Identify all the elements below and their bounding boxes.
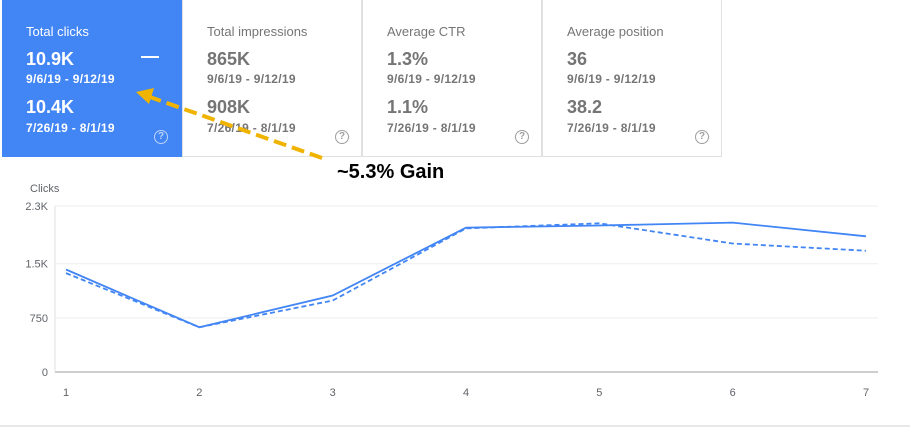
help-icon[interactable]: ? bbox=[515, 130, 529, 144]
card-title: Total clicks bbox=[26, 24, 89, 39]
x-tick-labels: 1 2 3 4 5 6 7 bbox=[63, 387, 869, 399]
card-range-previous: 7/26/19 - 8/1/19 bbox=[26, 121, 115, 135]
card-range-current: 9/6/19 - 9/12/19 bbox=[26, 72, 115, 86]
help-icon[interactable]: ? bbox=[154, 130, 168, 144]
x-tick-label: 6 bbox=[730, 387, 736, 399]
gain-arrow bbox=[136, 88, 323, 160]
grid-lines bbox=[54, 205, 878, 373]
y-axis-title: Clicks bbox=[30, 183, 60, 195]
y-tick-labels: 0 750 1.5K 2.3K bbox=[25, 201, 48, 379]
card-value-previous: 1.1% bbox=[387, 97, 429, 117]
card-value-current: 1.3% bbox=[387, 49, 429, 69]
x-tick-label: 4 bbox=[463, 387, 469, 399]
x-tick-label: 2 bbox=[196, 387, 202, 399]
metric-card-clicks[interactable]: Total clicks 10.9K 9/6/19 - 9/12/19 10.4… bbox=[2, 0, 182, 157]
card-value-current: 36 bbox=[567, 49, 588, 69]
x-tick-label: 1 bbox=[63, 387, 69, 399]
help-icon[interactable]: ? bbox=[695, 130, 709, 144]
y-tick-label: 0 bbox=[42, 367, 48, 379]
card-value-previous: 908K bbox=[207, 97, 251, 117]
series-previous-line bbox=[65, 222, 867, 329]
card-range-previous: 7/26/19 - 8/1/19 bbox=[567, 121, 656, 135]
series-lines bbox=[65, 221, 867, 329]
metric-card-ctr[interactable]: Average CTR 1.3% 9/6/19 - 9/12/19 1.1% 7… bbox=[362, 0, 542, 157]
help-icon[interactable]: ? bbox=[335, 130, 349, 144]
gain-annotation: ~5.3% Gain bbox=[337, 161, 445, 183]
chart-bottom-border bbox=[0, 425, 910, 427]
card-value-current: 865K bbox=[207, 49, 251, 69]
series-current-line bbox=[65, 221, 867, 329]
card-value-current: 10.9K bbox=[26, 49, 75, 69]
card-title: Average CTR bbox=[387, 24, 466, 39]
card-range-current: 9/6/19 - 9/12/19 bbox=[387, 72, 476, 86]
card-range-previous: 7/26/19 - 8/1/19 bbox=[387, 121, 476, 135]
x-tick-label: 3 bbox=[330, 387, 336, 399]
card-range-current: 9/6/19 - 9/12/19 bbox=[207, 72, 296, 86]
x-tick-label: 5 bbox=[596, 387, 602, 399]
card-title: Average position bbox=[567, 24, 664, 39]
y-tick-label: 1.5K bbox=[25, 259, 48, 271]
card-value-previous: 10.4K bbox=[26, 97, 75, 117]
card-title: Total impressions bbox=[207, 24, 308, 39]
card-value-previous: 38.2 bbox=[567, 97, 603, 117]
y-tick-label: 750 bbox=[30, 313, 48, 325]
y-tick-label: 2.3K bbox=[25, 201, 48, 213]
metric-card-position[interactable]: Average position 36 9/6/19 - 9/12/19 38.… bbox=[542, 0, 722, 157]
x-tick-label: 7 bbox=[863, 387, 869, 399]
card-range-current: 9/6/19 - 9/12/19 bbox=[567, 72, 656, 86]
series-dash-indicator bbox=[141, 56, 159, 58]
